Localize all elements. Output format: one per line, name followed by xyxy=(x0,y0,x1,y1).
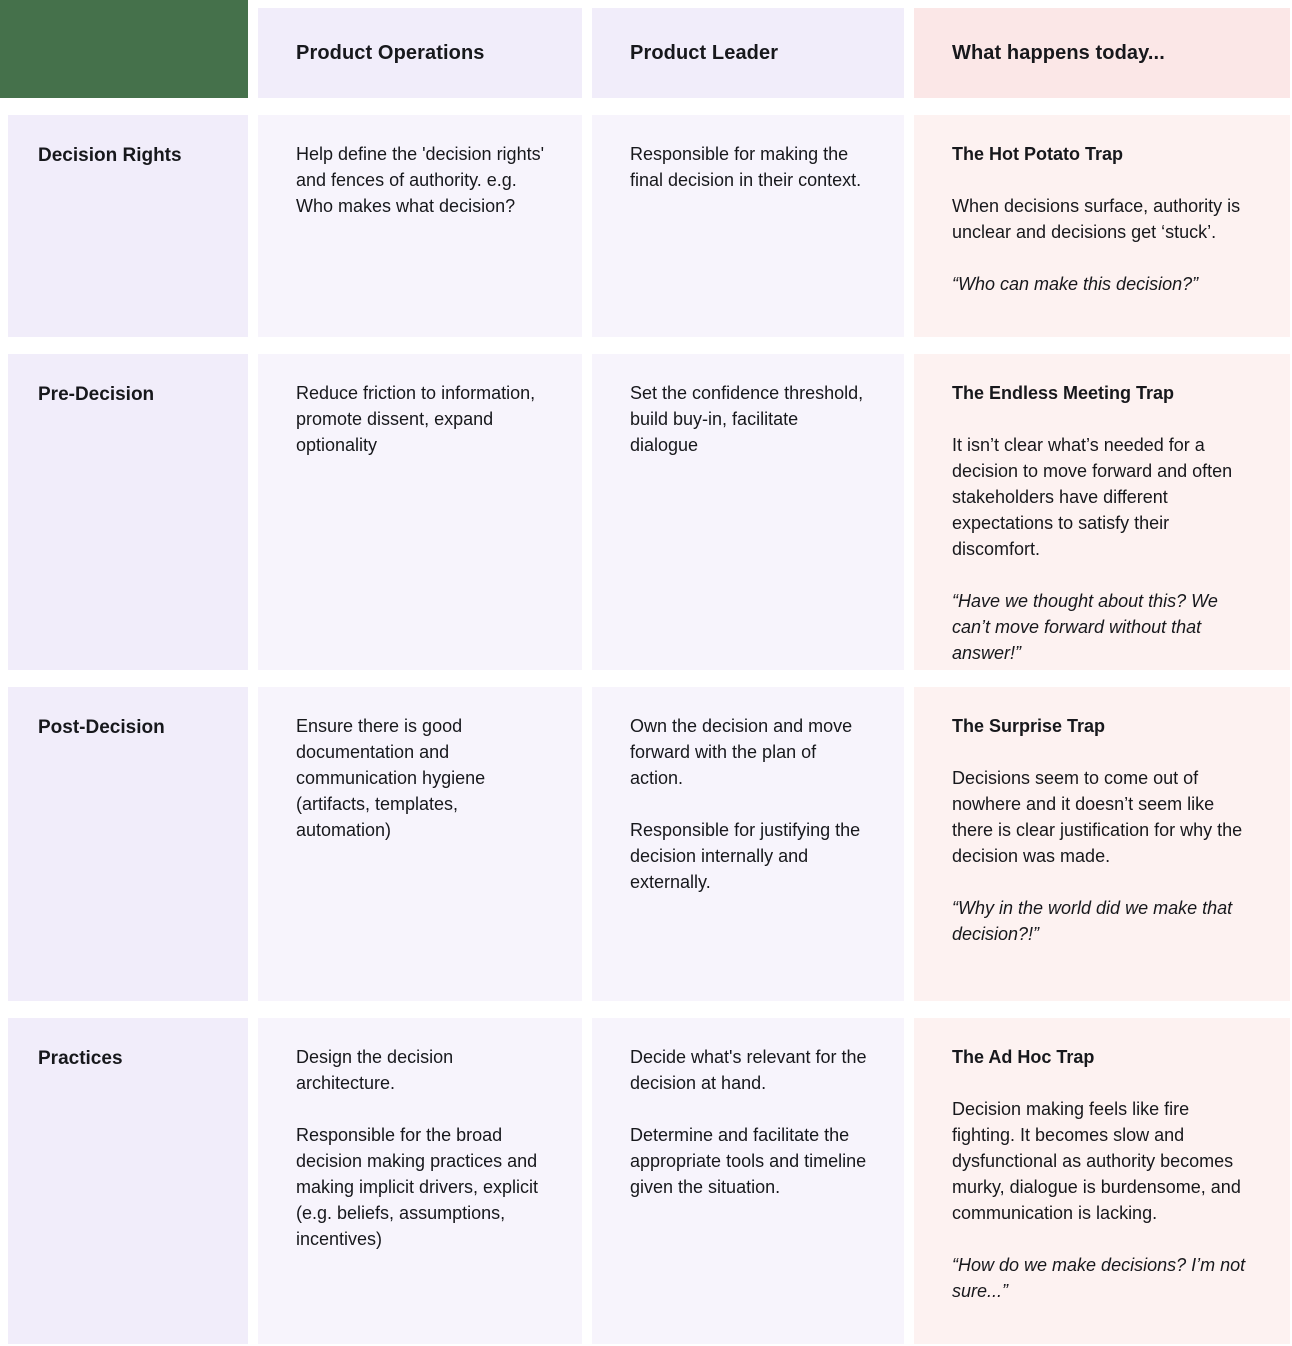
cell-post-decision-today: The Surprise Trap Decisions seem to come… xyxy=(914,687,1290,1001)
cell-paragraph: Own the decision and move forward with t… xyxy=(630,716,853,788)
column-header-label: Product Leader xyxy=(630,41,779,64)
cell-paragraph: Determine and facilitate the appropriate… xyxy=(630,1125,867,1197)
trap-quote: “Why in the world did we make that decis… xyxy=(952,898,1233,944)
trap-title: The Surprise Trap xyxy=(952,716,1106,736)
cell-paragraph: Help define the 'decision rights' and fe… xyxy=(296,144,545,216)
trap-title: The Ad Hoc Trap xyxy=(952,1047,1095,1067)
cell-decision-rights-today: The Hot Potato Trap When decisions surfa… xyxy=(914,115,1290,337)
trap-title: The Hot Potato Trap xyxy=(952,144,1123,164)
column-header-product-leader: Product Leader xyxy=(592,8,904,98)
row-header-label: Practices xyxy=(38,1048,123,1069)
cell-paragraph: When decisions surface, authority is unc… xyxy=(952,196,1241,242)
cell-pre-decision-today: The Endless Meeting Trap It isn’t clear … xyxy=(914,354,1290,670)
row-header-label: Post-Decision xyxy=(38,717,165,738)
cell-paragraph: Design the decision architecture. xyxy=(296,1047,454,1093)
cell-practices-product-leader: Decide what's relevant for the decision … xyxy=(592,1018,904,1344)
cell-pre-decision-product-leader: Set the confidence threshold, build buy-… xyxy=(592,354,904,670)
row-header-practices: Practices xyxy=(8,1018,248,1344)
cell-practices-product-operations: Design the decision architecture. Respon… xyxy=(258,1018,582,1344)
cell-paragraph: Responsible for the broad decision makin… xyxy=(296,1125,539,1249)
cell-decision-rights-product-operations: Help define the 'decision rights' and fe… xyxy=(258,115,582,337)
trap-title: The Endless Meeting Trap xyxy=(952,383,1175,403)
row-header-decision-rights: Decision Rights xyxy=(8,115,248,337)
cell-decision-rights-product-leader: Responsible for making the final decisio… xyxy=(592,115,904,337)
trap-quote: “Who can make this decision?” xyxy=(952,274,1199,294)
cell-post-decision-product-leader: Own the decision and move forward with t… xyxy=(592,687,904,1001)
trap-quote: “How do we make decisions? I’m not sure.… xyxy=(952,1255,1246,1301)
row-header-post-decision: Post-Decision xyxy=(8,687,248,1001)
row-header-label: Decision Rights xyxy=(38,145,182,166)
cell-paragraph: Decide what's relevant for the decision … xyxy=(630,1047,867,1093)
cell-paragraph: Decision making feels like fire fighting… xyxy=(952,1099,1241,1223)
column-header-product-operations: Product Operations xyxy=(258,8,582,98)
cell-paragraph: Responsible for making the final decisio… xyxy=(630,144,862,190)
cell-paragraph: Set the confidence threshold, build buy-… xyxy=(630,383,864,455)
cell-paragraph: Responsible for justifying the decision … xyxy=(630,820,861,892)
row-header-label: Pre-Decision xyxy=(38,384,155,405)
column-header-what-happens-today: What happens today... xyxy=(914,8,1290,98)
column-header-label: Product Operations xyxy=(296,41,485,64)
cell-paragraph: Decisions seem to come out of nowhere an… xyxy=(952,768,1243,866)
row-header-pre-decision: Pre-Decision xyxy=(8,354,248,670)
cell-practices-today: The Ad Hoc Trap Decision making feels li… xyxy=(914,1018,1290,1344)
cell-post-decision-product-operations: Ensure there is good documentation and c… xyxy=(258,687,582,1001)
cell-paragraph: Ensure there is good documentation and c… xyxy=(296,716,486,840)
trap-quote: “Have we thought about this? We can’t mo… xyxy=(952,591,1218,663)
corner-green-block xyxy=(0,0,248,98)
column-header-label: What happens today... xyxy=(952,41,1165,64)
cell-paragraph: Reduce friction to information, promote … xyxy=(296,383,536,455)
cell-pre-decision-product-operations: Reduce friction to information, promote … xyxy=(258,354,582,670)
cell-paragraph: It isn’t clear what’s needed for a decis… xyxy=(952,435,1233,559)
